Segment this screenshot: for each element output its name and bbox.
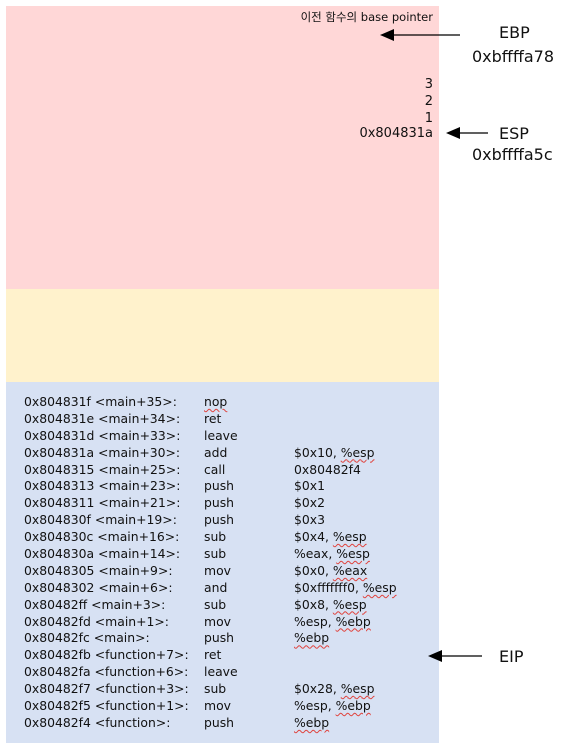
instruction-address: 0x80482fb <function+7>: [24,647,189,663]
instruction-opcode: sub [204,681,227,697]
instruction-address: 0x80482fc <main>: [24,630,150,646]
stack-value-2: 2 [424,94,433,109]
register-operand: %ebp [335,698,371,714]
operand-text: %esp, [294,613,336,629]
operand-text: $0x3 [294,512,325,528]
instruction-address: 0x804830c <main+16>: [24,529,180,545]
operand-text: $0x0, [294,562,333,578]
operand-text: %esp, [294,698,336,714]
eip-arrow-icon [428,650,482,662]
instruction-address: 0x8048311 <main+21>: [24,495,181,511]
instruction-address: 0x804831f <main+35>: [24,394,177,409]
register-operand: %esp [340,681,375,697]
instruction-opcode: push [204,512,235,528]
instruction-operands: %ebp [294,715,329,732]
ebp-arrow-icon [380,29,460,41]
return-address: 0x804831a [359,126,433,141]
instruction-opcode: and [204,579,228,595]
operand-text: $0x10, [294,444,341,460]
instruction-address: 0x804831a <main+30>: [24,444,181,460]
operand-text: %eax, [294,546,337,562]
instruction-address: 0x8048313 <main+23>: [24,478,181,494]
instruction-opcode: push [204,495,235,511]
instruction-opcode: mov [204,562,231,578]
register-operand: %ebp [294,630,330,646]
instruction-operands: 0x80482f4 [294,462,361,479]
register-operand: %eax [332,562,368,578]
instruction-opcode: push [204,630,235,646]
register-operand: %esp [340,444,375,460]
instruction-opcode: sub [204,529,227,545]
register-operand: %ebp [335,613,371,629]
instruction-operands: $0x3 [294,512,325,529]
saved-base-pointer-label: 이전 함수의 base pointer [300,10,433,24]
instruction-address: 0x80482fa <function+6>: [24,664,189,680]
instruction-opcode: ret [204,410,222,426]
instruction-opcode: add [204,444,228,460]
instruction-operands: $0xfffffff0, %esp [294,580,397,597]
eip-label: EIP [499,647,524,666]
instruction-opcode: nop [204,394,228,409]
instruction-address: 0x80482fd <main+1>: [24,613,169,629]
instruction-address: 0x804831e <main+34>: [24,410,181,426]
operand-text: $0x1 [294,478,325,494]
register-operand: %ebp [294,714,330,730]
instruction-address: 0x80482f5 <function+1>: [24,698,189,714]
operand-text: $0x28, [294,681,341,697]
instruction-opcode: mov [204,698,231,714]
stack-region [6,6,439,289]
operand-text: $0x4, [294,529,333,545]
instruction-operands: $0x2 [294,495,325,512]
code-region [6,382,439,743]
instruction-opcode: ret [204,647,222,663]
instruction-operands: $0x4, %esp [294,529,367,546]
instruction-address: 0x8048302 <main+6>: [24,579,173,595]
middle-region [6,289,439,382]
esp-label: ESP [499,124,529,143]
esp-arrow-icon [446,127,488,139]
instruction-address: 0x804831d <main+33>: [24,427,181,443]
register-operand: %esp [362,579,397,595]
ebp-value: 0xbffffa78 [472,47,555,66]
instruction-address: 0x804830f <main+19>: [24,512,177,528]
operand-text: $0x8, [294,596,333,612]
instruction-operands: %esp, %ebp [294,698,371,715]
instruction-opcode: sub [204,546,227,562]
stack-value-3: 3 [424,77,433,92]
instruction-operands: %ebp [294,630,329,647]
esp-value: 0xbffffa5c [472,145,553,164]
operand-text: $0xfffffff0, [294,579,363,595]
instruction-address: 0x80482f7 <function+3>: [24,681,189,697]
instruction-opcode: push [204,714,235,730]
instruction-address: 0x804830a <main+14>: [24,546,181,562]
operand-text: 0x80482f4 [294,461,361,477]
instruction-operands: %esp, %ebp [294,614,371,631]
instruction-opcode: leave [204,427,238,443]
instruction-address: 0x80482ff <main+3>: [24,596,166,612]
instruction-operands: $0x1 [294,478,325,495]
instruction-operands: $0x0, %eax [294,563,367,580]
instruction-opcode: leave [204,664,238,680]
instruction-address: 0x80482f4 <function>: [24,714,171,730]
register-operand: %esp [336,546,370,562]
instruction-operands: $0x10, %esp [294,445,374,462]
instruction-opcode: mov [204,613,231,629]
instruction-operands: $0x8, %esp [294,597,367,614]
instruction-opcode: push [204,478,235,494]
operand-text: $0x2 [294,495,325,511]
stack-value-1: 1 [424,111,433,126]
instruction-operands: $0x28, %esp [294,681,374,698]
instruction-operands: %eax, %esp [294,546,370,563]
register-operand: %esp [332,529,367,545]
register-operand: %esp [332,596,367,612]
instruction-address: 0x8048305 <main+9>: [24,562,173,578]
instruction-opcode: sub [204,596,227,612]
ebp-label: EBP [499,23,530,42]
instruction-opcode: call [204,461,226,477]
instruction-address: 0x8048315 <main+25>: [24,461,181,477]
